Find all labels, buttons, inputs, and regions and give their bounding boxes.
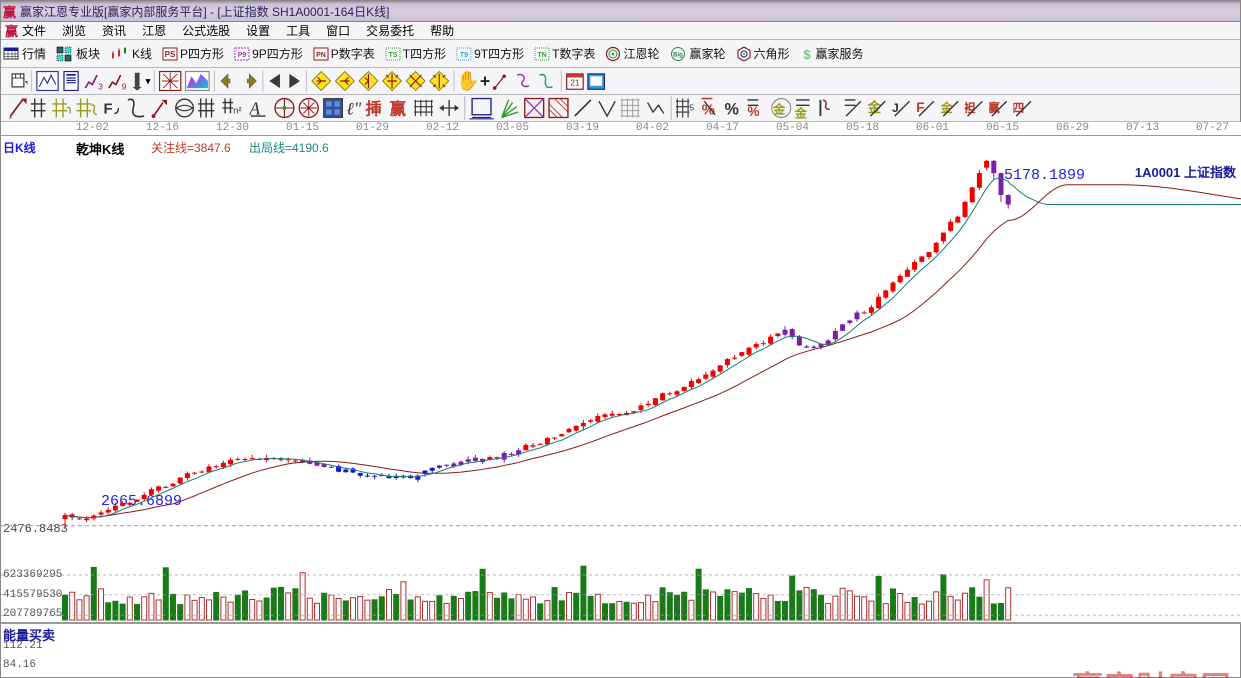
svg-text:F: F: [916, 100, 924, 115]
svg-text:9: 9: [122, 82, 127, 91]
svg-text:%: %: [725, 101, 739, 119]
svg-text:%: %: [748, 104, 760, 119]
svg-text:F: F: [104, 101, 113, 117]
svg-text:$: $: [803, 47, 811, 62]
svg-text:Big: Big: [674, 52, 684, 58]
svg-text:TS: TS: [388, 52, 397, 59]
svg-text:PS: PS: [165, 50, 176, 59]
svg-text:金: 金: [772, 101, 786, 116]
svg-text:n²: n²: [233, 105, 241, 116]
svg-text:挿: 挿: [365, 100, 381, 119]
svg-text:赢: 赢: [390, 100, 406, 119]
svg-text:PN: PN: [316, 52, 326, 59]
svg-text:21: 21: [571, 79, 581, 88]
svg-text:5: 5: [689, 104, 694, 113]
svg-text:P9: P9: [238, 52, 247, 59]
svg-text:TN: TN: [537, 52, 546, 59]
svg-text:金: 金: [795, 105, 808, 118]
svg-text:ℓ": ℓ": [347, 99, 362, 119]
svg-text:3: 3: [98, 82, 103, 91]
svg-text:T9: T9: [460, 52, 468, 59]
